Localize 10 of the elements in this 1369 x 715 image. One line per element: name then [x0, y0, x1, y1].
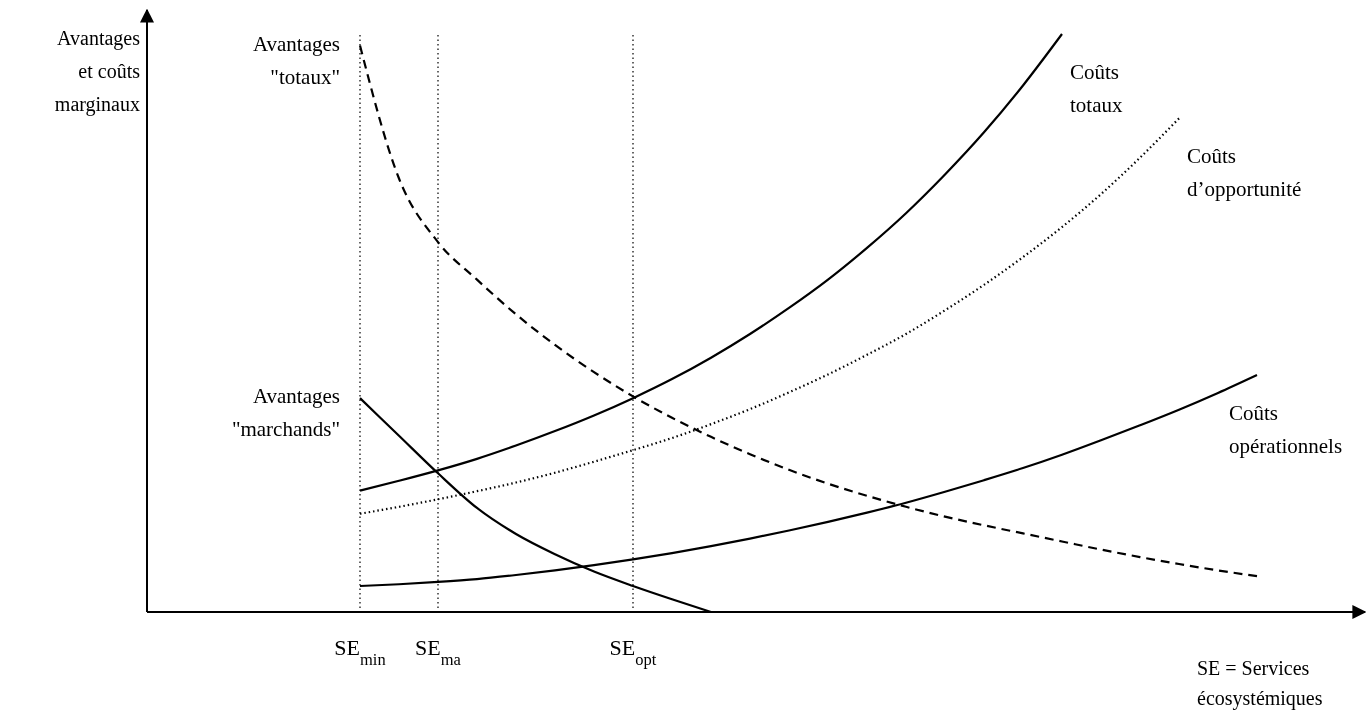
series-label: Avantages "totaux" [252, 31, 340, 89]
text: SE = Services écosystémiques [1197, 657, 1323, 710]
series-label: Coûts totaux [1070, 60, 1123, 117]
series-label: Coûts opérationnels [1229, 401, 1343, 459]
x-tick-label: SE$_{ma}$ [415, 635, 462, 669]
x-tick-label: SE$_{min}$ [334, 635, 386, 669]
y-axis-title: Avantages et coûts marginaux [54, 27, 141, 116]
series-label: Coûts d’opportunité [1187, 144, 1302, 202]
x-tick-label: SE$_{opt}$ [609, 635, 657, 669]
series-label: Avantages "marchands" [231, 384, 340, 442]
